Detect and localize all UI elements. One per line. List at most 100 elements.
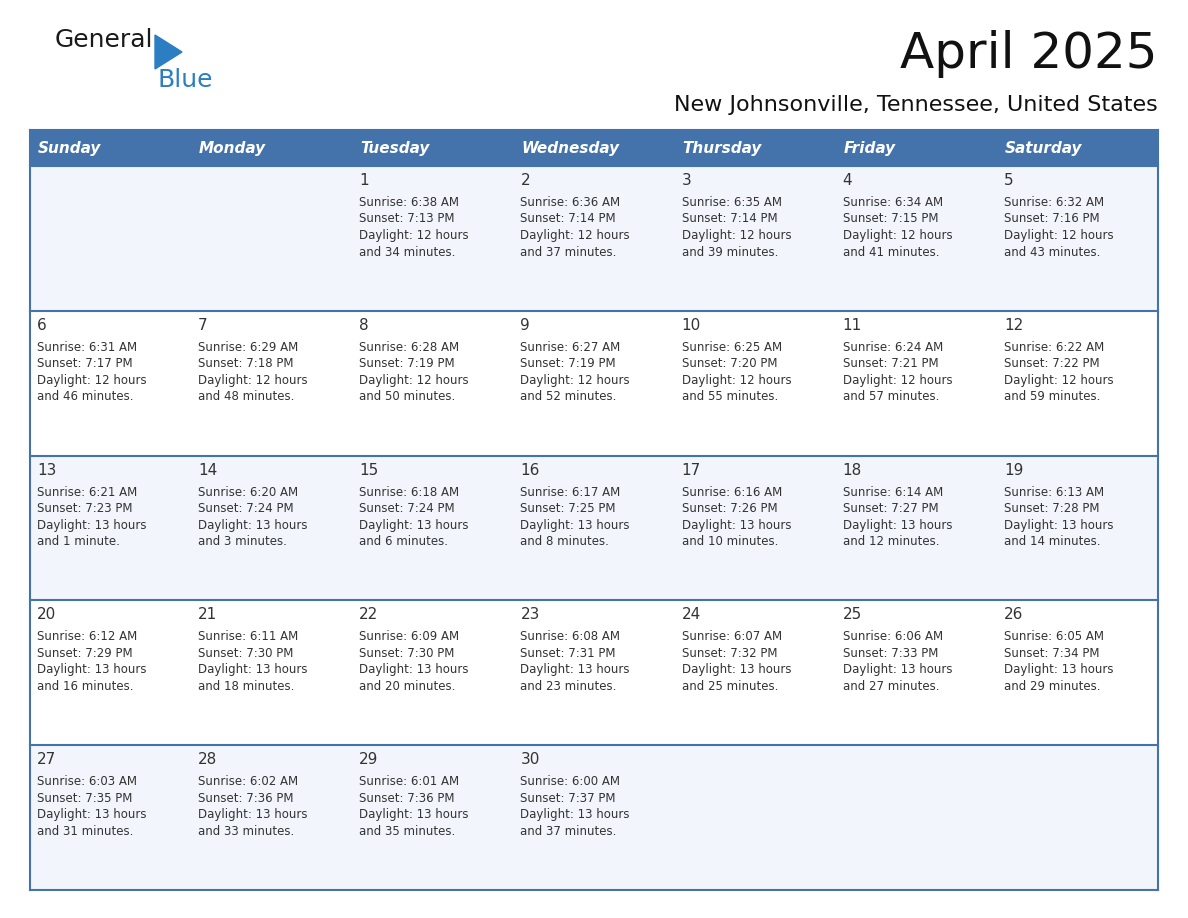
Text: Sunrise: 6:06 AM: Sunrise: 6:06 AM [842,631,943,644]
Text: 9: 9 [520,318,530,333]
Text: Sunset: 7:36 PM: Sunset: 7:36 PM [359,791,455,805]
Text: and 35 minutes.: and 35 minutes. [359,824,455,838]
Text: 13: 13 [37,463,56,477]
Text: 14: 14 [198,463,217,477]
Text: Sunset: 7:17 PM: Sunset: 7:17 PM [37,357,133,370]
Text: Daylight: 12 hours: Daylight: 12 hours [359,229,469,242]
Bar [30,311,1158,455]
Text: Wednesday: Wednesday [522,140,620,155]
Text: 18: 18 [842,463,862,477]
Text: 17: 17 [682,463,701,477]
Text: April 2025: April 2025 [901,30,1158,78]
Text: and 16 minutes.: and 16 minutes. [37,680,133,693]
Text: Sunrise: 6:34 AM: Sunrise: 6:34 AM [842,196,943,209]
Text: 23: 23 [520,608,539,622]
Text: Daylight: 13 hours: Daylight: 13 hours [198,664,308,677]
Text: and 48 minutes.: and 48 minutes. [198,390,295,403]
Text: and 34 minutes.: and 34 minutes. [359,245,456,259]
Text: 6: 6 [37,318,46,333]
Text: 11: 11 [842,318,862,333]
Text: Sunset: 7:31 PM: Sunset: 7:31 PM [520,647,615,660]
Bar [191,130,353,166]
Text: Sunset: 7:25 PM: Sunset: 7:25 PM [520,502,615,515]
Text: Sunset: 7:24 PM: Sunset: 7:24 PM [359,502,455,515]
Text: Sunrise: 6:07 AM: Sunrise: 6:07 AM [682,631,782,644]
Text: Sunrise: 6:36 AM: Sunrise: 6:36 AM [520,196,620,209]
Text: Sunrise: 6:09 AM: Sunrise: 6:09 AM [359,631,460,644]
Text: and 31 minutes.: and 31 minutes. [37,824,133,838]
Text: Sunrise: 6:28 AM: Sunrise: 6:28 AM [359,341,460,353]
Text: Sunset: 7:36 PM: Sunset: 7:36 PM [198,791,293,805]
Text: Daylight: 12 hours: Daylight: 12 hours [198,374,308,386]
Text: Sunrise: 6:24 AM: Sunrise: 6:24 AM [842,341,943,353]
Text: 29: 29 [359,752,379,767]
Text: Sunrise: 6:13 AM: Sunrise: 6:13 AM [1004,486,1104,498]
Bar [675,130,835,166]
Bar [30,130,191,166]
Text: Sunrise: 6:31 AM: Sunrise: 6:31 AM [37,341,137,353]
Text: and 1 minute.: and 1 minute. [37,535,120,548]
Text: and 41 minutes.: and 41 minutes. [842,245,940,259]
Text: Daylight: 12 hours: Daylight: 12 hours [1004,229,1113,242]
Text: Daylight: 13 hours: Daylight: 13 hours [520,808,630,822]
Text: Daylight: 13 hours: Daylight: 13 hours [520,519,630,532]
Text: Daylight: 12 hours: Daylight: 12 hours [842,229,953,242]
Text: Sunset: 7:21 PM: Sunset: 7:21 PM [842,357,939,370]
Text: 26: 26 [1004,608,1023,622]
Text: and 50 minutes.: and 50 minutes. [359,390,455,403]
Text: Daylight: 12 hours: Daylight: 12 hours [1004,374,1113,386]
Bar [30,745,1158,890]
Text: Sunrise: 6:14 AM: Sunrise: 6:14 AM [842,486,943,498]
Text: 25: 25 [842,608,862,622]
Text: 28: 28 [198,752,217,767]
Bar [30,600,1158,745]
Text: 24: 24 [682,608,701,622]
Text: Daylight: 12 hours: Daylight: 12 hours [842,374,953,386]
Text: and 59 minutes.: and 59 minutes. [1004,390,1100,403]
Text: 2: 2 [520,173,530,188]
Text: and 27 minutes.: and 27 minutes. [842,680,940,693]
Text: Sunset: 7:14 PM: Sunset: 7:14 PM [682,212,777,226]
Text: Sunrise: 6:02 AM: Sunrise: 6:02 AM [198,775,298,789]
Text: and 20 minutes.: and 20 minutes. [359,680,456,693]
Text: Sunday: Sunday [38,140,101,155]
Text: and 14 minutes.: and 14 minutes. [1004,535,1100,548]
Text: Daylight: 13 hours: Daylight: 13 hours [359,664,469,677]
Text: and 6 minutes.: and 6 minutes. [359,535,448,548]
Text: and 43 minutes.: and 43 minutes. [1004,245,1100,259]
Bar [997,130,1158,166]
Text: Sunrise: 6:01 AM: Sunrise: 6:01 AM [359,775,460,789]
Text: Daylight: 12 hours: Daylight: 12 hours [37,374,146,386]
Text: and 52 minutes.: and 52 minutes. [520,390,617,403]
Text: Daylight: 13 hours: Daylight: 13 hours [1004,519,1113,532]
Text: Sunset: 7:32 PM: Sunset: 7:32 PM [682,647,777,660]
Text: Sunset: 7:29 PM: Sunset: 7:29 PM [37,647,133,660]
Text: New Johnsonville, Tennessee, United States: New Johnsonville, Tennessee, United Stat… [675,95,1158,115]
Text: General: General [55,28,153,52]
Text: Blue: Blue [158,68,214,92]
Text: Sunrise: 6:17 AM: Sunrise: 6:17 AM [520,486,620,498]
Text: Sunrise: 6:35 AM: Sunrise: 6:35 AM [682,196,782,209]
Text: Sunset: 7:19 PM: Sunset: 7:19 PM [359,357,455,370]
Text: Daylight: 13 hours: Daylight: 13 hours [842,664,953,677]
Text: and 39 minutes.: and 39 minutes. [682,245,778,259]
Text: Sunrise: 6:00 AM: Sunrise: 6:00 AM [520,775,620,789]
Text: Daylight: 13 hours: Daylight: 13 hours [359,519,469,532]
Text: Daylight: 12 hours: Daylight: 12 hours [359,374,469,386]
Polygon shape [154,35,182,69]
Text: Daylight: 13 hours: Daylight: 13 hours [842,519,953,532]
Text: Daylight: 13 hours: Daylight: 13 hours [682,519,791,532]
Text: Sunset: 7:18 PM: Sunset: 7:18 PM [198,357,293,370]
Text: Sunrise: 6:22 AM: Sunrise: 6:22 AM [1004,341,1104,353]
Text: and 57 minutes.: and 57 minutes. [842,390,939,403]
Text: Sunset: 7:30 PM: Sunset: 7:30 PM [198,647,293,660]
Bar [30,455,1158,600]
Text: 20: 20 [37,608,56,622]
Text: and 37 minutes.: and 37 minutes. [520,824,617,838]
Text: Daylight: 13 hours: Daylight: 13 hours [37,808,146,822]
Text: Sunrise: 6:25 AM: Sunrise: 6:25 AM [682,341,782,353]
Text: and 25 minutes.: and 25 minutes. [682,680,778,693]
Text: Sunset: 7:26 PM: Sunset: 7:26 PM [682,502,777,515]
Text: Sunset: 7:28 PM: Sunset: 7:28 PM [1004,502,1099,515]
Text: Sunset: 7:33 PM: Sunset: 7:33 PM [842,647,939,660]
